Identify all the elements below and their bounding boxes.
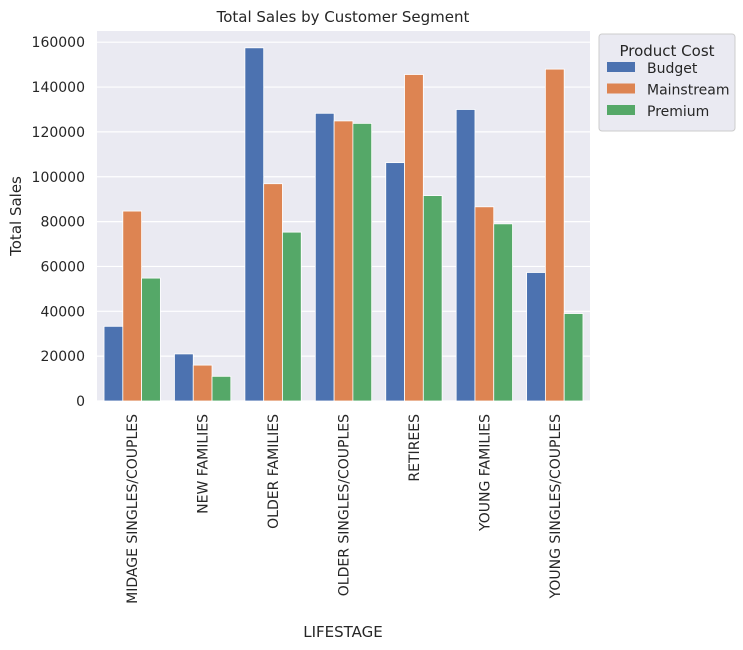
legend-swatch-budget — [607, 62, 635, 72]
y-tick-label: 80000 — [40, 215, 85, 231]
bar-premium — [563, 313, 584, 402]
bar-premium — [141, 277, 161, 402]
legend-swatch-mainstream — [607, 83, 635, 94]
bars — [103, 47, 584, 402]
x-tick-label: OLDER FAMILIES — [266, 414, 282, 529]
bar-premium — [282, 231, 302, 402]
bar-premium — [352, 122, 373, 402]
chart-title: Total Sales by Customer Segment — [216, 8, 470, 26]
legend-title: Product Cost — [619, 42, 714, 60]
legend: Product Cost Budget Mainstream Premium — [598, 33, 736, 132]
y-tick-label: 60000 — [40, 259, 85, 275]
y-tick-label: 120000 — [32, 125, 85, 141]
bar-mainstream — [404, 74, 424, 402]
x-tick-label: MIDAGE SINGLES/COUPLES — [125, 414, 141, 604]
bar-budget — [103, 325, 124, 402]
y-tick-label: 0 — [76, 394, 85, 410]
x-tick-labels: MIDAGE SINGLES/COUPLES NEW FAMILIES OLDER … — [125, 414, 564, 604]
y-tick-label: 100000 — [32, 170, 85, 186]
bar-mainstream — [474, 206, 495, 402]
bar-mainstream — [333, 120, 354, 402]
y-tick-label: 40000 — [40, 304, 85, 320]
bar-premium — [493, 223, 513, 402]
bar-budget — [174, 353, 194, 402]
legend-label-premium: Premium — [647, 104, 709, 120]
bar-budget — [526, 272, 546, 402]
legend-swatch-premium — [607, 105, 635, 115]
bar-budget — [314, 112, 335, 402]
bar-premium — [211, 375, 232, 402]
y-axis-label: Total Sales — [7, 176, 25, 257]
bar-mainstream — [192, 364, 213, 402]
y-tick-label: 20000 — [40, 349, 85, 365]
x-tick-label: YOUNG FAMILIES — [477, 414, 493, 532]
y-tick-labels: 0 20000 40000 60000 80000 100000 120000 140000 1… — [32, 35, 85, 410]
legend-label-budget: Budget — [647, 61, 698, 77]
x-axis-label: LIFESTAGE — [303, 623, 383, 641]
bar-mainstream — [122, 210, 143, 402]
bar-budget — [244, 47, 265, 402]
bar-budget — [385, 162, 405, 402]
bar-budget — [455, 109, 476, 402]
y-tick-label: 160000 — [32, 35, 85, 51]
y-tick-label: 140000 — [32, 80, 85, 96]
x-tick-label: NEW FAMILIES — [196, 414, 212, 514]
legend-label-mainstream: Mainstream — [647, 83, 729, 99]
bar-premium — [422, 195, 443, 402]
x-tick-label: OLDER SINGLES/COUPLES — [337, 414, 353, 596]
bar-mainstream — [263, 183, 283, 402]
x-tick-label: RETIREES — [407, 414, 423, 482]
x-tick-label: YOUNG SINGLES/COUPLES — [548, 414, 564, 600]
bar-mainstream — [544, 68, 565, 402]
